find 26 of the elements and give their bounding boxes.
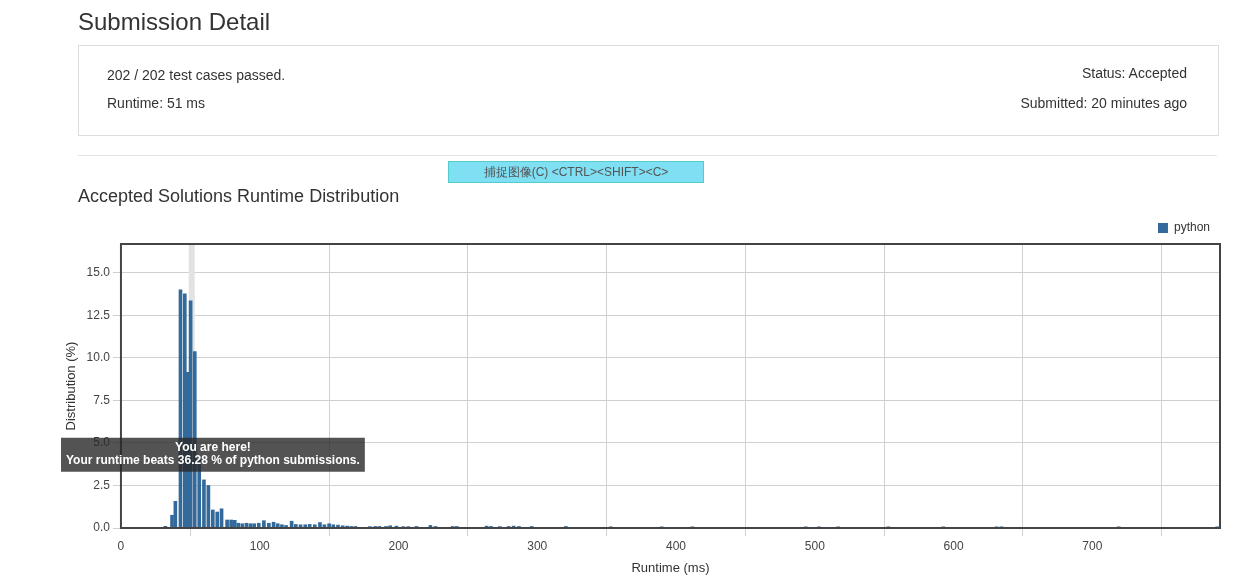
y-tick-label: 12.5 [86,307,111,322]
text: Submitted: 20 minutes ago [1020,95,1187,111]
y-tick-label: 10.0 [86,350,111,365]
y-tick-label: 7.5 [93,392,111,407]
y-tick-label: 0.0 [93,520,111,535]
text: 捕捉图像(C) <CTRL><SHIFT><C> [448,161,704,183]
y-tick-label: 15.0 [86,265,111,280]
text: 202 / 202 test cases passed. [107,67,286,83]
text: Submission Detail [78,8,271,36]
legend-label: python [1173,220,1210,235]
annotation: You are here! [175,440,251,455]
x-tick-label: 700 [1082,538,1103,553]
x-tick-label: 0 [117,538,125,553]
x-tick-label: 200 [388,538,409,553]
y-axis-title: Distribution (%) [63,341,79,431]
x-tick-label: 100 [249,538,271,553]
y-tick-label: 2.5 [93,477,111,492]
x-tick-label: 400 [666,538,687,553]
text: Runtime: 51 ms [107,95,206,111]
x-tick-label: 300 [527,538,548,553]
chart-title: Accepted Solutions Runtime Distribution [78,186,400,207]
x-axis-title: Runtime (ms) [631,559,710,575]
x-tick-label: 600 [943,538,964,553]
x-tick-label: 500 [804,538,826,553]
text: Status: Accepted [1081,65,1187,81]
annotation: Your runtime beats 36.28 % of python submissions. [66,453,360,468]
